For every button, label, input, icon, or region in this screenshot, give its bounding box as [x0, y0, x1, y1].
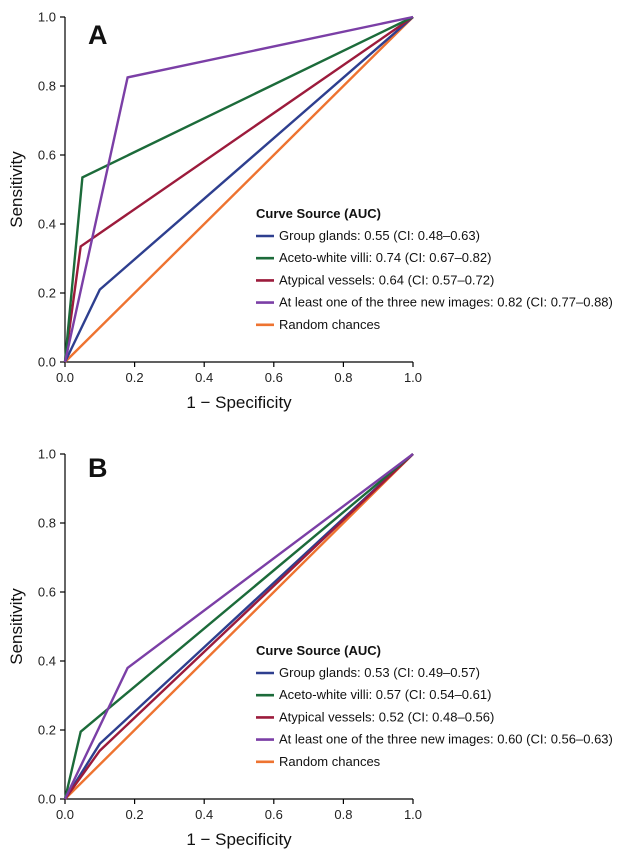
x-tick-label: 1.0	[404, 370, 422, 385]
x-axis-label: 1 − Specificity	[186, 830, 292, 849]
legend-entry: Aceto-white villi: 0.74 (CI: 0.67–0.82)	[279, 250, 491, 265]
y-tick-label: 1.0	[38, 10, 56, 25]
x-tick-label: 0.6	[265, 370, 283, 385]
y-tick-label: 0.8	[38, 516, 56, 531]
x-tick-label: 0.2	[126, 807, 144, 822]
x-tick-label: 0.4	[195, 370, 213, 385]
x-tick-label: 0.4	[195, 807, 213, 822]
series-line-1	[63, 15, 414, 363]
series-line-0	[63, 453, 414, 800]
series-line-2	[63, 16, 414, 363]
series-line-3	[63, 453, 414, 800]
panel-a: 0.0 0.2 0.4 0.6 0.8 1.0 0.0 0.2 0.4 0.6 0.8 1.0 1 − …	[7, 10, 613, 413]
legend-title: Curve Source (AUC)	[256, 643, 381, 658]
y-axis-label: Sensitivity	[7, 588, 26, 665]
series-line-0	[63, 16, 414, 363]
y-tick-label: 0.0	[38, 355, 56, 370]
series-line-2	[64, 453, 414, 800]
panel-b: 0.0 0.2 0.4 0.6 0.8 1.0 0.0 0.2 0.4 0.6 0.8 1.0 1 − …	[7, 447, 613, 850]
x-tick-label: 0.0	[56, 370, 74, 385]
x-tick-label: 0.2	[126, 370, 144, 385]
x-tick-label: 0.6	[265, 807, 283, 822]
x-axis-label: 1 − Specificity	[186, 393, 292, 412]
y-tick-label: 0.8	[38, 79, 56, 94]
legend-entry: Atypical vessels: 0.64 (CI: 0.57–0.72)	[279, 272, 494, 287]
y-tick-label: 0.0	[38, 792, 56, 807]
legend-entry: Aceto-white villi: 0.57 (CI: 0.54–0.61)	[279, 687, 491, 702]
series-line-4	[64, 16, 414, 363]
panel-letter: B	[88, 453, 108, 483]
series-line-4	[64, 453, 414, 800]
y-tick-label: 1.0	[38, 447, 56, 462]
x-tick-label: 1.0	[404, 807, 422, 822]
y-tick-label: 0.2	[38, 723, 56, 738]
x-tick-label: 0.8	[334, 370, 352, 385]
y-tick-label: 0.6	[38, 148, 56, 163]
y-tick-label: 0.6	[38, 585, 56, 600]
legend-title: Curve Source (AUC)	[256, 206, 381, 221]
x-tick-label: 0.0	[56, 807, 74, 822]
legend-entry: At least one of the three new images: 0.…	[279, 732, 613, 747]
series-line-1	[63, 453, 414, 800]
x-tick-label: 0.8	[334, 807, 352, 822]
panel-letter: A	[88, 20, 108, 50]
legend-entry: At least one of the three new images: 0.…	[279, 295, 613, 310]
legend-entry: Group glands: 0.53 (CI: 0.49–0.57)	[279, 665, 480, 680]
y-tick-label: 0.2	[38, 286, 56, 301]
y-tick-label: 0.4	[38, 654, 56, 669]
y-tick-label: 0.4	[38, 217, 56, 232]
series-line-3	[63, 15, 414, 363]
legend-entry: Group glands: 0.55 (CI: 0.48–0.63)	[279, 228, 480, 243]
y-axis-label: Sensitivity	[7, 151, 26, 228]
legend-entry: Random chances	[279, 317, 381, 332]
legend-entry: Random chances	[279, 754, 381, 769]
legend-entry: Atypical vessels: 0.52 (CI: 0.48–0.56)	[279, 709, 494, 724]
